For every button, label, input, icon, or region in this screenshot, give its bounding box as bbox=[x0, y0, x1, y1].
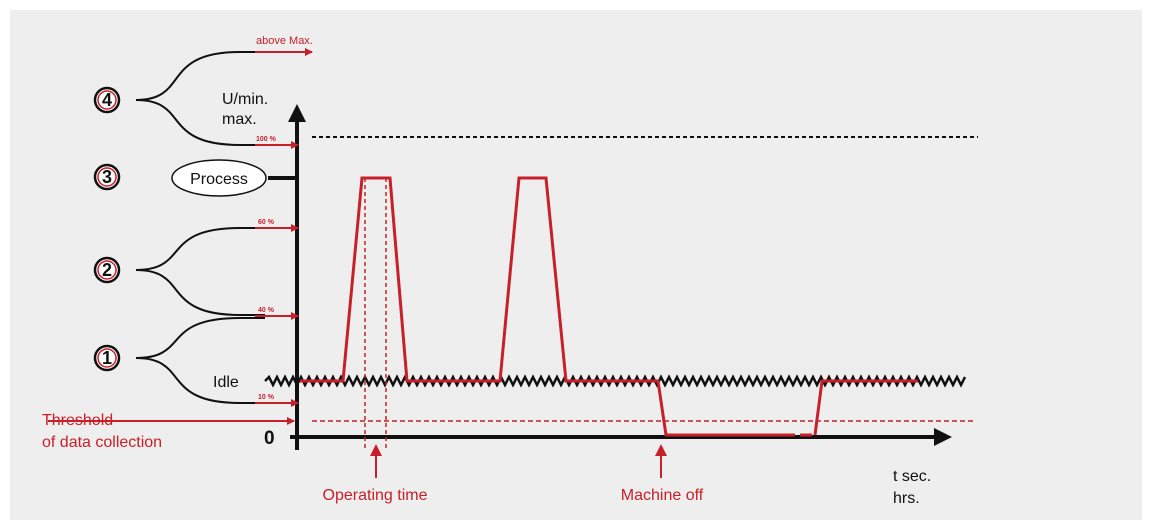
x-unit-label-line2: hrs. bbox=[893, 490, 920, 507]
zero-label: 0 bbox=[264, 428, 275, 449]
machine-off-label: Machine off bbox=[621, 487, 704, 504]
svg-text:4: 4 bbox=[102, 90, 112, 110]
threshold-label-line1: Threshold bbox=[42, 412, 113, 429]
level-40-label: 40 % bbox=[258, 307, 275, 314]
zone1-upper-bracket bbox=[135, 317, 265, 359]
zone-1-badge: 1 bbox=[93, 344, 121, 372]
svg-text:3: 3 bbox=[102, 167, 112, 187]
zone4-upper-bracket bbox=[135, 51, 255, 101]
process-label: Process bbox=[190, 171, 248, 188]
speed-trace-restart bbox=[813, 379, 918, 436]
level-60-label: 60 % bbox=[258, 219, 275, 226]
above-max-label: above Max. bbox=[256, 35, 313, 47]
zone2-lower-bracket bbox=[135, 269, 265, 316]
y-unit-label: U/min. bbox=[222, 91, 268, 108]
zone2-upper-bracket bbox=[135, 227, 265, 271]
threshold-label-line2: of data collection bbox=[42, 434, 162, 451]
zone-3-badge: 3 bbox=[93, 163, 121, 191]
zone-2-badge: 2 bbox=[93, 256, 121, 284]
machine-off-arrowhead bbox=[655, 444, 667, 456]
svg-text:1: 1 bbox=[102, 348, 112, 368]
y-max-label: max. bbox=[222, 111, 257, 128]
x-axis-arrowhead bbox=[934, 428, 952, 446]
x-unit-label-line1: t sec. bbox=[893, 468, 931, 485]
idle-label: Idle bbox=[213, 374, 239, 391]
process-ellipse bbox=[171, 159, 267, 197]
level-10-label: 10 % bbox=[258, 394, 275, 401]
level-100-label: 100 % bbox=[256, 136, 277, 143]
zone1-lower-bracket bbox=[135, 357, 265, 404]
zone-4-badge: 4 bbox=[93, 86, 121, 114]
zone4-lower-bracket bbox=[135, 99, 285, 146]
y-axis-arrowhead bbox=[288, 104, 306, 122]
operating-time-arrowhead bbox=[370, 444, 382, 456]
operating-time-label: Operating time bbox=[323, 487, 428, 504]
speed-trace bbox=[300, 176, 795, 437]
svg-text:2: 2 bbox=[102, 260, 112, 280]
